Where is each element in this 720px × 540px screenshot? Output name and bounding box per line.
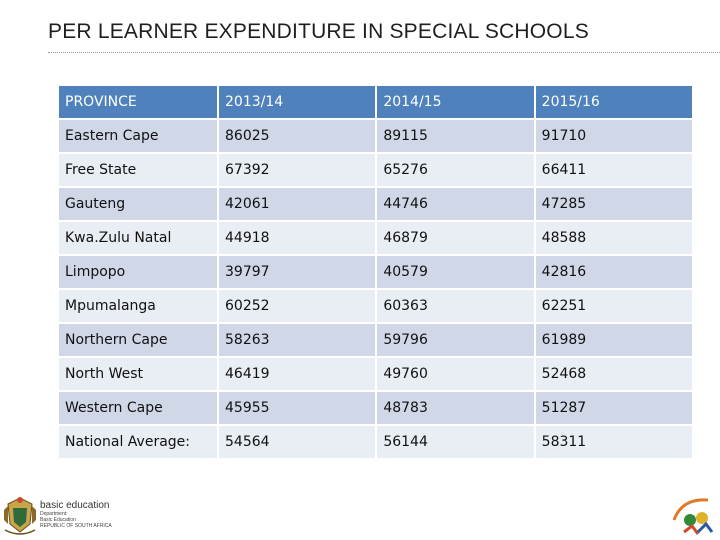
header-2014-15: 2014/15 [377,86,534,118]
province-cell: Northern Cape [59,324,217,356]
value-cell: 58311 [535,426,692,458]
value-cell: 49760 [377,358,534,390]
table-row: Limpopo 39797 40579 42816 [59,256,692,288]
province-cell: Kwa.Zulu Natal [59,222,217,254]
table-row: Mpumalanga 60252 60363 62251 [59,290,692,322]
value-cell: 56144 [377,426,534,458]
table-row: Gauteng 42061 44746 47285 [59,188,692,220]
province-cell: Mpumalanga [59,290,217,322]
slide-title: PER LEARNER EXPENDITURE IN SPECIAL SCHOO… [48,20,589,43]
province-cell: North West [59,358,217,390]
value-cell: 40579 [377,256,534,288]
table-row: North West 46419 49760 52468 [59,358,692,390]
value-cell: 42816 [535,256,692,288]
title-divider [48,52,720,53]
anniversary-logo-icon [672,498,714,535]
department-line: Basic Education [40,517,76,523]
value-cell: 62251 [535,290,692,322]
value-cell: 58263 [219,324,376,356]
value-cell: 42061 [219,188,376,220]
table-row: Western Cape 45955 48783 51287 [59,392,692,424]
expenditure-table: PROVINCE 2013/14 2014/15 2015/16 Eastern… [57,84,694,460]
department-wordmark: basic education Department: Basic Educat… [40,500,112,529]
value-cell: 44918 [219,222,376,254]
value-cell: 48783 [377,392,534,424]
table-row: National Average: 54564 56144 58311 [59,426,692,458]
value-cell: 91710 [535,120,692,152]
value-cell: 66411 [535,154,692,186]
table-row: Northern Cape 58263 59796 61989 [59,324,692,356]
value-cell: 47285 [535,188,692,220]
value-cell: 46879 [377,222,534,254]
value-cell: 46419 [219,358,376,390]
value-cell: 54564 [219,426,376,458]
value-cell: 60252 [219,290,376,322]
province-cell: Eastern Cape [59,120,217,152]
province-cell: National Average: [59,426,217,458]
province-cell: Free State [59,154,217,186]
value-cell: 61989 [535,324,692,356]
value-cell: 52468 [535,358,692,390]
value-cell: 65276 [377,154,534,186]
table-row: Free State 67392 65276 66411 [59,154,692,186]
value-cell: 44746 [377,188,534,220]
brand-name: basic education [40,500,110,511]
header-2013-14: 2013/14 [219,86,376,118]
value-cell: 39797 [219,256,376,288]
table-row: Eastern Cape 86025 89115 91710 [59,120,692,152]
value-cell: 48588 [535,222,692,254]
value-cell: 67392 [219,154,376,186]
value-cell: 45955 [219,392,376,424]
table-header-row: PROVINCE 2013/14 2014/15 2015/16 [59,86,692,118]
province-cell: Limpopo [59,256,217,288]
value-cell: 60363 [377,290,534,322]
header-2015-16: 2015/16 [535,86,692,118]
coat-of-arms-icon [4,497,36,535]
value-cell: 89115 [377,120,534,152]
value-cell: 51287 [535,392,692,424]
department-line: REPUBLIC OF SOUTH AFRICA [40,523,112,529]
department-line: Department: [40,511,68,517]
province-cell: Gauteng [59,188,217,220]
header-province: PROVINCE [59,86,217,118]
value-cell: 86025 [219,120,376,152]
province-cell: Western Cape [59,392,217,424]
value-cell: 59796 [377,324,534,356]
table-row: Kwa.Zulu Natal 44918 46879 48588 [59,222,692,254]
